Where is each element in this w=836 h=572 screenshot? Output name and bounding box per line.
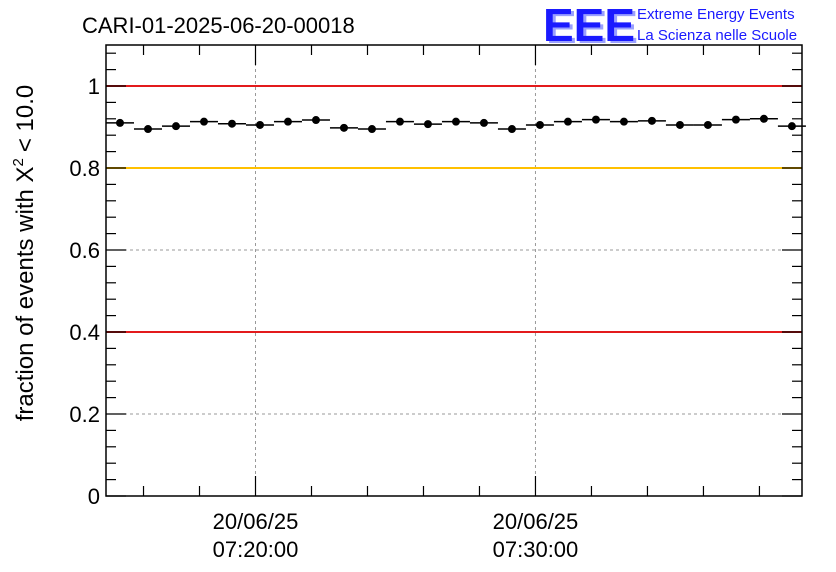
data-point [367,125,376,134]
y-axis-label-prefix: fraction of events with [12,189,39,421]
y-axis-label-suffix: < 10.0 [12,85,39,152]
data-point [563,117,572,126]
x-tick-date: 20/06/25 [493,509,579,534]
logo-mark: EEE [543,0,635,51]
data-point [507,125,516,134]
y-tick-label: 0 [88,484,100,509]
y-tick-label: 0.4 [69,320,100,345]
data-point [535,120,544,129]
y-tick-label: 0.6 [69,238,100,263]
eee-logo: EEE EEE Extreme Energy Events La Scienza… [543,0,797,53]
x-tick-time: 07:20:00 [213,537,299,562]
data-point [423,120,432,129]
data-point [731,115,740,124]
data-point [171,122,180,131]
data-point [255,120,264,129]
data-point [199,117,208,126]
data-point [787,122,796,131]
data-point [227,119,236,128]
data-point [675,120,684,129]
data-point [619,117,628,126]
x-tick-date: 20/06/25 [213,509,299,534]
data-point [115,118,124,127]
data-point [759,114,768,123]
y-axis-label: fraction of events with X2 < 10.0 [10,85,39,422]
x-tick-time: 07:30:00 [493,537,579,562]
chart-title: CARI-01-2025-06-20-00018 [82,13,355,38]
data-point [339,123,348,132]
data-point [479,118,488,127]
data-point [703,120,712,129]
data-point [395,117,404,126]
data-point [143,125,152,134]
data-point [451,117,460,126]
y-tick-label: 0.2 [69,402,100,427]
y-axis-label-symbol: X [12,166,39,182]
logo-line1: Extreme Energy Events [637,6,795,23]
data-point [283,117,292,126]
logo-line2: La Scienza nelle Scuole [637,27,797,44]
y-axis-label-superscript: 2 [10,158,27,166]
data-point [647,116,656,125]
y-tick-label: 1 [88,74,100,99]
plot-area: 0 0.2 0.4 0.6 0.8 1 20/06/25 07:20:00 20/06/25 07… [69,44,806,562]
plot-frame [105,44,803,497]
y-tick-label: 0.8 [69,156,100,181]
data-point [591,115,600,124]
data-point [311,116,320,125]
